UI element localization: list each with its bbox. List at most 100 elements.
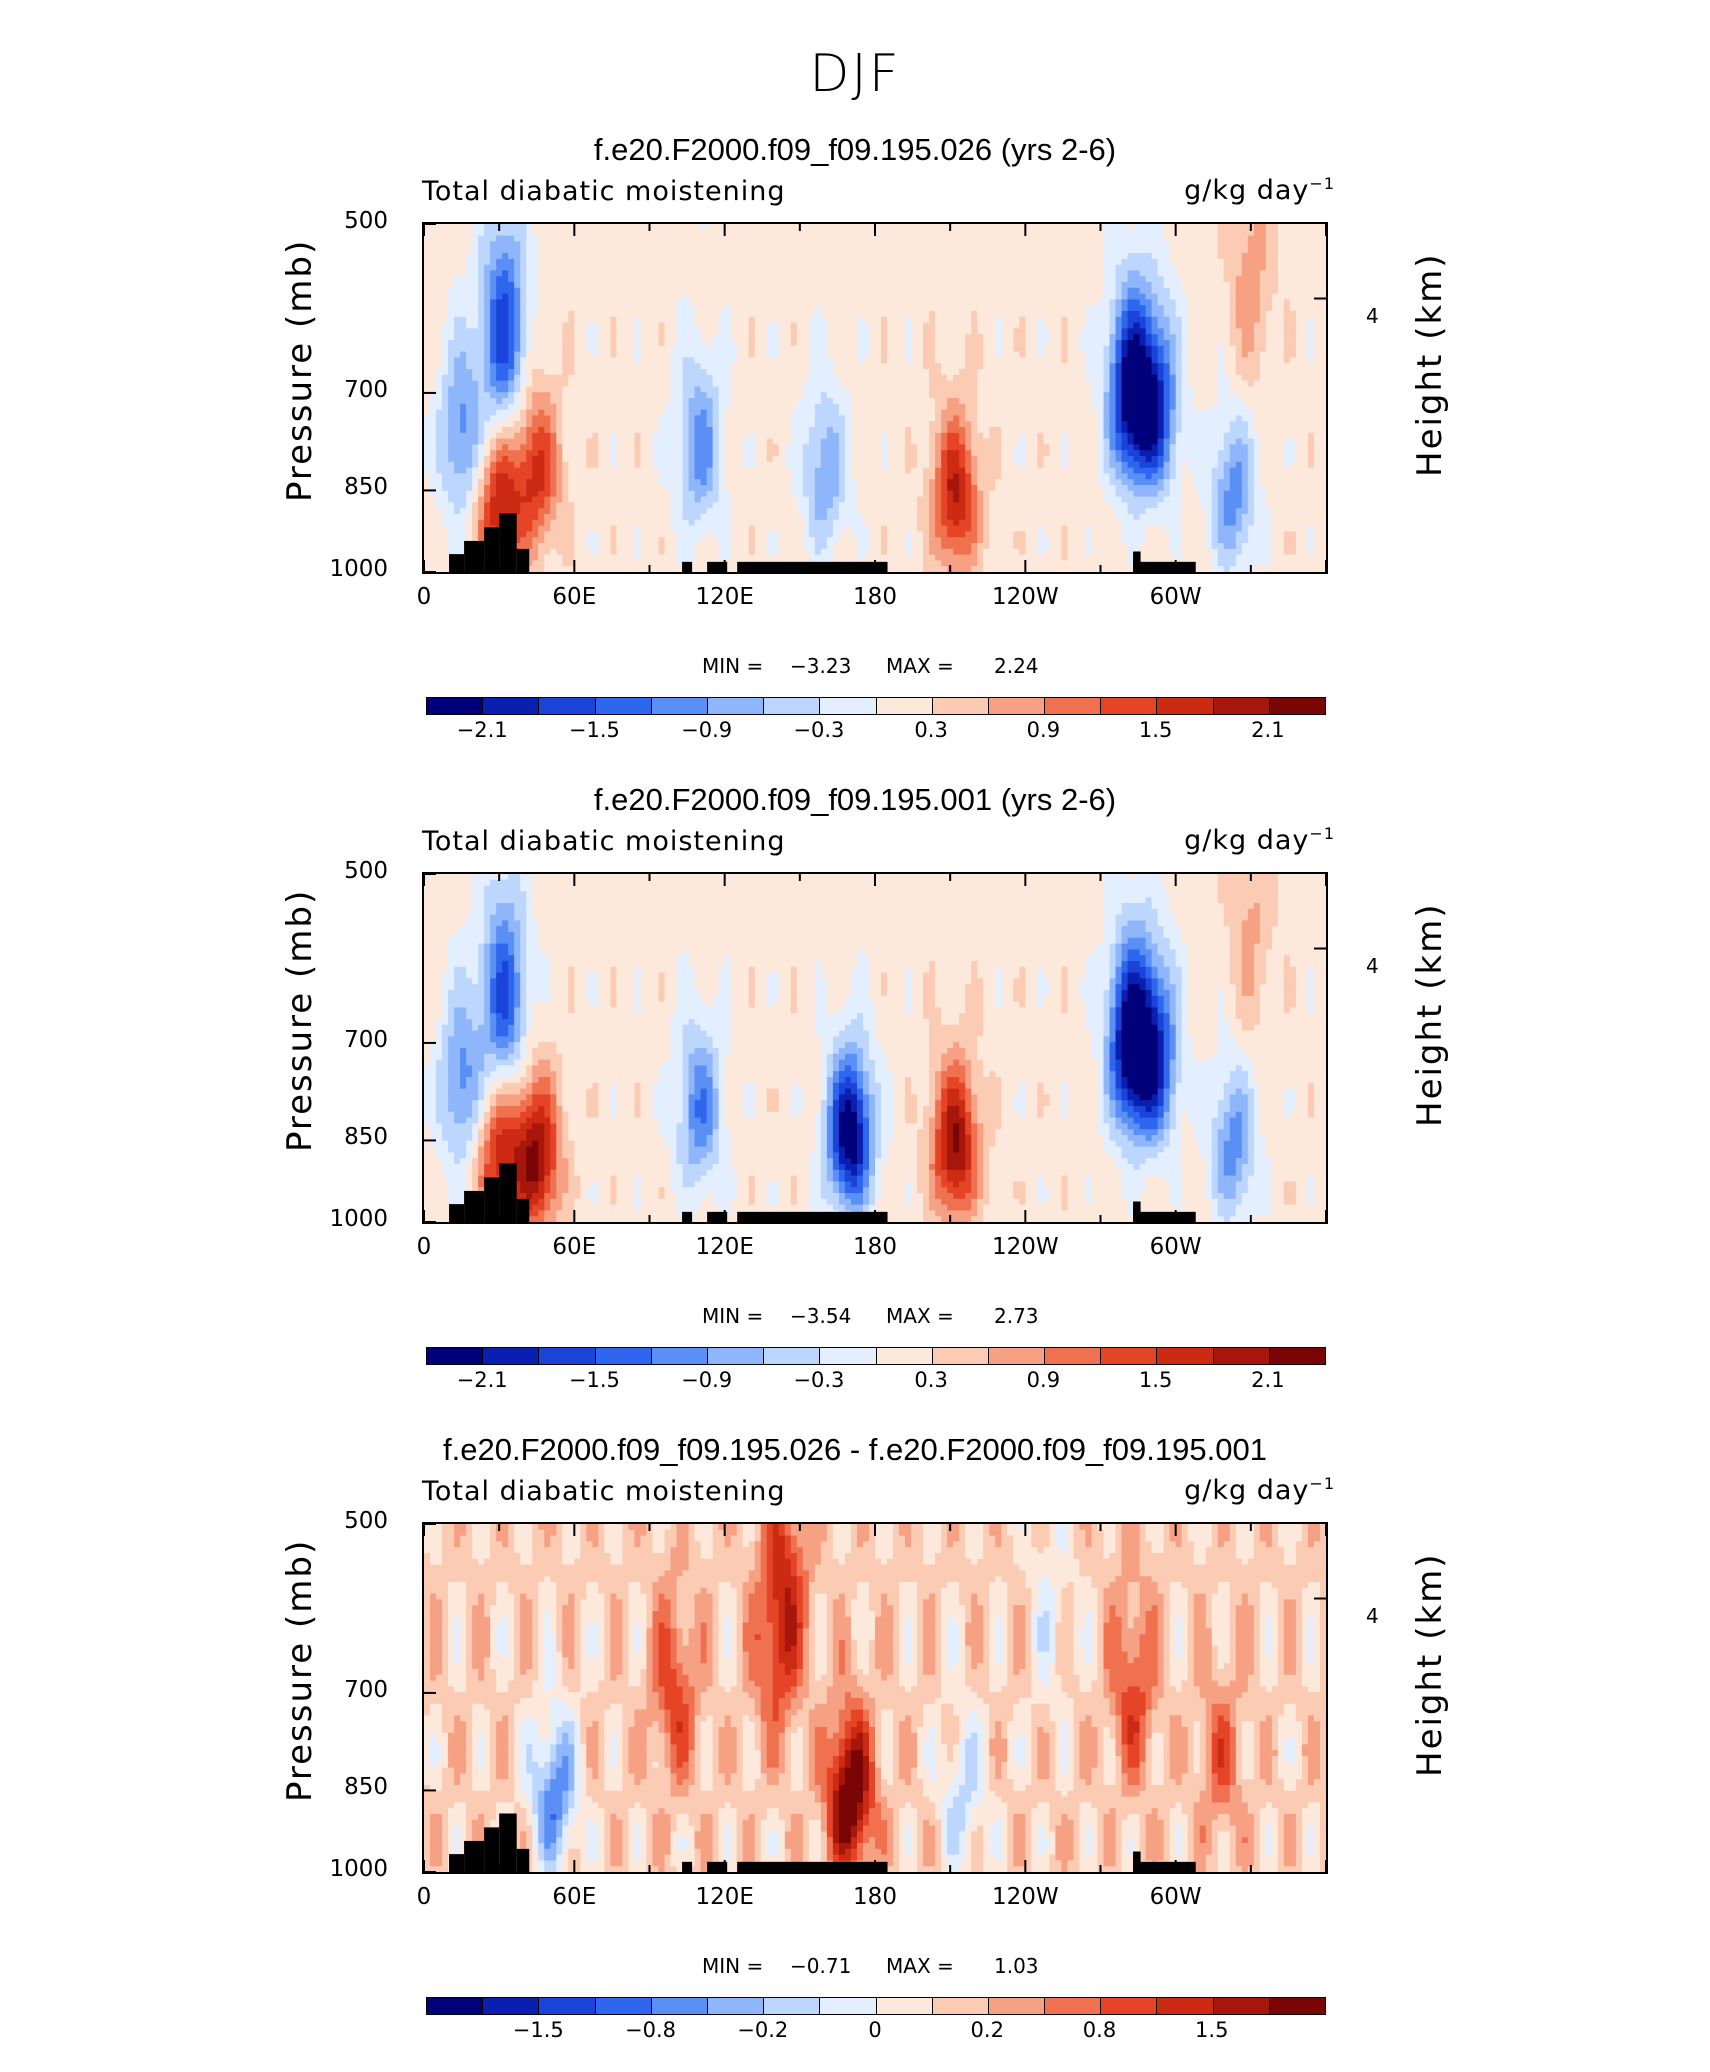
heatmap-cell — [622, 282, 630, 289]
heatmap-cell — [502, 409, 509, 416]
heatmap-cell — [881, 519, 888, 527]
heatmap-cell — [718, 554, 726, 561]
heatmap-cell — [526, 328, 533, 335]
heatmap-cell — [862, 525, 870, 532]
heatmap-cell — [802, 432, 810, 440]
heatmap-cell — [526, 270, 533, 277]
heatmap-cell — [556, 293, 563, 300]
heatmap-cell — [562, 473, 569, 480]
heatmap-cell — [766, 241, 774, 248]
heatmap-cell — [562, 392, 569, 399]
heatmap-cell — [887, 519, 894, 527]
heatmap-cell — [430, 566, 437, 572]
heatmap-cell — [850, 398, 858, 405]
heatmap-cell — [868, 531, 876, 538]
heatmap-cell — [646, 293, 654, 300]
heatmap-cell — [556, 450, 563, 457]
heatmap-cell — [580, 392, 587, 399]
heatmap-cell — [706, 427, 714, 434]
heatmap-cell — [838, 473, 846, 480]
heatmap-cell — [670, 340, 678, 347]
heatmap-cell — [604, 496, 612, 503]
heatmap-cell — [664, 351, 672, 358]
heatmap-cell — [514, 299, 521, 306]
heatmap-cell — [712, 380, 720, 387]
heatmap-cell — [496, 409, 503, 416]
heatmap-cell — [694, 374, 702, 382]
heatmap-cell — [796, 253, 804, 260]
heatmap-cell — [778, 235, 786, 242]
heatmap-cell — [718, 415, 726, 422]
heatmap-cell — [676, 531, 684, 538]
heatmap-cell — [454, 490, 461, 498]
heatmap-cell — [604, 380, 612, 387]
heatmap-cell — [514, 467, 521, 474]
heatmap-cell — [899, 479, 906, 486]
heatmap-cell — [544, 247, 551, 254]
heatmap-cell — [604, 334, 612, 341]
heatmap-cell — [424, 334, 431, 341]
heatmap-cell — [448, 287, 455, 295]
heatmap-cell — [670, 514, 678, 521]
heatmap-cell — [574, 322, 581, 329]
heatmap-cell — [820, 334, 828, 341]
heatmap-cell — [508, 351, 515, 358]
heatmap-cell — [832, 519, 840, 527]
heatmap-cell — [694, 357, 702, 364]
heatmap-cell — [887, 514, 894, 521]
heatmap-cell — [424, 282, 431, 289]
heatmap-cell — [610, 270, 618, 277]
heatmap-cell — [544, 421, 551, 428]
heatmap-cell — [502, 398, 509, 405]
heatmap-cell — [466, 369, 473, 376]
heatmap-cell — [754, 543, 762, 550]
heatmap-cell — [790, 525, 798, 532]
heatmap-cell — [766, 386, 774, 393]
heatmap-cell — [850, 287, 858, 295]
heatmap-cell — [700, 334, 708, 341]
heatmap-cell — [688, 514, 696, 521]
heatmap-cell — [598, 525, 605, 532]
heatmap-cell — [550, 467, 557, 474]
heatmap-cell — [899, 421, 906, 428]
heatmap-cell — [574, 450, 581, 457]
heatmap-cell — [856, 247, 864, 254]
heatmap-cell — [616, 374, 624, 382]
heatmap-cell — [760, 224, 768, 231]
heatmap-cell — [688, 253, 696, 260]
heatmap-cell — [466, 311, 473, 318]
heatmap-cell — [634, 392, 642, 399]
heatmap-cell — [790, 398, 798, 405]
heatmap-cell — [905, 554, 912, 561]
heatmap-cell — [820, 461, 828, 469]
heatmap-cell — [676, 287, 684, 295]
heatmap-cell — [844, 392, 852, 399]
heatmap-cell — [760, 247, 768, 254]
heatmap-cell — [502, 322, 509, 329]
heatmap-cell — [616, 502, 624, 509]
heatmap-cell — [832, 380, 840, 387]
heatmap-cell — [508, 340, 515, 347]
heatmap-cell — [706, 461, 714, 469]
heatmap-cell — [616, 560, 624, 567]
heatmap-cell — [604, 537, 612, 544]
heatmap-cell — [634, 351, 642, 358]
heatmap-cell — [682, 224, 690, 231]
heatmap-cell — [568, 560, 575, 567]
heatmap-cell — [905, 467, 912, 474]
heatmap-cell — [454, 450, 461, 457]
plot-area[interactable] — [422, 222, 1328, 574]
heatmap-cell — [881, 473, 888, 480]
heatmap-cell — [442, 316, 449, 324]
heatmap-cell — [796, 374, 804, 382]
heatmap-cell — [454, 299, 461, 306]
heatmap-cell — [646, 374, 654, 382]
heatmap-cell — [460, 409, 467, 416]
heatmap-cell — [862, 322, 870, 329]
heatmap-cell — [736, 224, 744, 231]
heatmap-cell — [484, 502, 491, 509]
heatmap-cell — [436, 450, 443, 457]
heatmap-cell — [640, 421, 648, 428]
heatmap-cell — [460, 508, 467, 515]
heatmap-cell — [850, 345, 858, 353]
